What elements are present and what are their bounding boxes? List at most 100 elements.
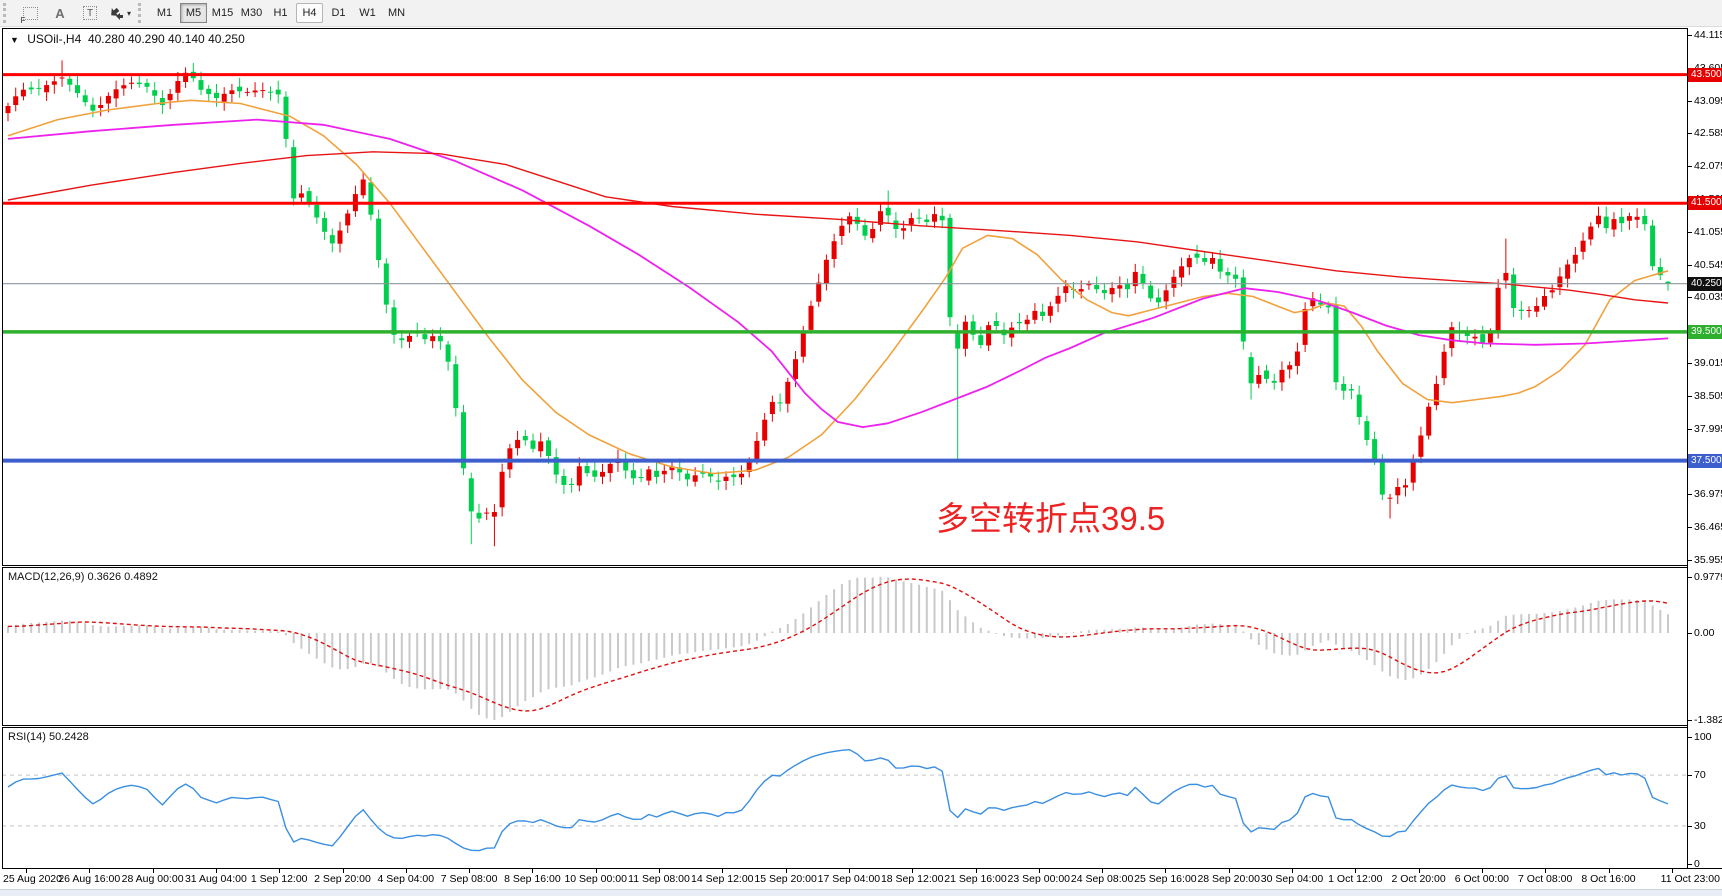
macd-histogram-bar <box>902 581 905 633</box>
candle-body <box>646 469 652 481</box>
macd-histogram-bar <box>493 633 496 720</box>
ma-slow-line <box>7 151 1669 304</box>
candle-body <box>1125 283 1130 290</box>
macd-histogram-bar <box>1003 633 1005 636</box>
macd-histogram-bar <box>979 627 982 633</box>
candle-body <box>1387 497 1393 499</box>
time-tick-mark <box>89 869 91 873</box>
candle-body <box>1140 273 1146 284</box>
candle-body <box>785 381 791 404</box>
time-axis[interactable]: 25 Aug 2020 26 Aug 16:00 28 Aug 00:00 31 Au… <box>2 869 1720 888</box>
time-tick-mark <box>26 869 27 873</box>
macd-histogram-bar <box>200 627 202 633</box>
text-box-icon[interactable]: T <box>78 2 102 24</box>
timeframe-m1[interactable]: M1 <box>151 3 178 23</box>
price-tick-label: 36.975 <box>1694 488 1722 501</box>
macd-histogram-bar <box>887 577 890 633</box>
candle-body <box>1078 289 1084 292</box>
candle-body <box>592 470 598 477</box>
main-price-chart[interactable] <box>2 29 1687 565</box>
rsi-indicator-chart[interactable] <box>2 728 1687 868</box>
symbol-dropdown-icon[interactable]: ▼ <box>10 35 19 45</box>
macd-histogram-bar <box>439 633 442 689</box>
time-label: 25 Aug 2020 <box>3 873 62 885</box>
macd-histogram-bar <box>1118 628 1121 633</box>
macd-histogram-bar <box>138 625 141 633</box>
macd-histogram-bar <box>516 633 519 707</box>
macd-histogram-bar <box>647 633 650 662</box>
chart-annotation-text[interactable]: 多空转折点39.5 <box>936 500 1166 537</box>
macd-histogram-bar <box>755 633 758 641</box>
toolbar-group-handle[interactable] <box>138 3 144 23</box>
candle-body <box>1364 421 1370 440</box>
macd-histogram-bar <box>956 610 959 633</box>
macd-histogram-bar <box>1026 633 1029 639</box>
macd-histogram-bar <box>1165 629 1168 633</box>
time-tick-mark <box>342 869 344 873</box>
candle-body <box>1341 383 1347 391</box>
dropdown-caret-icon[interactable]: ▾ <box>126 8 131 18</box>
text-label-icon[interactable]: A <box>48 2 72 24</box>
macd-histogram-bar <box>207 628 210 633</box>
rsi-tick-label: 30 <box>1694 819 1706 832</box>
candle-body <box>5 106 11 114</box>
time-label: 7 Sep 08:00 <box>440 873 498 885</box>
macd-histogram-bar <box>53 621 56 633</box>
macd-histogram-bar <box>45 621 48 633</box>
timeframe-d1[interactable]: D1 <box>325 3 352 23</box>
time-tick-mark <box>912 869 914 873</box>
candle-body <box>252 90 258 93</box>
toolbar-drag-handle[interactable] <box>3 3 9 23</box>
crosshair-grid-icon[interactable]: F <box>18 2 42 25</box>
ma-fast-line <box>7 99 1669 475</box>
macd-histogram-bar <box>462 633 465 701</box>
chart-title-row: ▼ USOil-,H4 40.280 40.290 40.140 40.250 <box>10 32 245 46</box>
macd-histogram-bar <box>663 633 666 658</box>
macd-histogram-bar <box>578 633 581 683</box>
candle-body <box>113 89 119 99</box>
candle-body <box>1565 264 1571 279</box>
timeframe-w1[interactable]: W1 <box>354 3 381 23</box>
macd-histogram-bar <box>1574 607 1577 633</box>
panel-separator-macd-rsi[interactable] <box>2 725 1722 728</box>
candle-body <box>777 402 783 404</box>
timeframe-h4[interactable]: H4 <box>296 3 323 23</box>
macd-histogram-bar <box>833 589 836 633</box>
macd-histogram-bar <box>153 626 156 633</box>
candle-body <box>1094 285 1100 290</box>
macd-indicator-chart[interactable] <box>2 568 1687 725</box>
shapes-icon[interactable]: ▾ <box>108 2 132 24</box>
panel-separator-main-macd[interactable] <box>2 565 1722 568</box>
time-label: 1 Oct 12:00 <box>1328 873 1383 885</box>
macd-histogram-bar <box>1049 633 1052 638</box>
candle-body <box>1580 240 1586 252</box>
candle-body <box>901 228 907 231</box>
price-badge-40.250: 40.250 <box>1688 276 1722 291</box>
macd-histogram-bar <box>910 583 913 633</box>
timeframe-m5[interactable]: M5 <box>180 3 207 23</box>
macd-histogram-bar <box>230 630 233 633</box>
candle-body <box>1433 383 1439 406</box>
price-axis[interactable]: 44.11543.60543.09542.58542.07541.56541.0… <box>1687 28 1722 870</box>
macd-histogram-bar <box>393 633 395 679</box>
macd-tick-label: 0.00 <box>1694 627 1715 639</box>
macd-tick-mark <box>1688 577 1692 578</box>
macd-histogram-bar <box>763 633 766 637</box>
timeframe-m15[interactable]: M15 <box>209 3 236 23</box>
timeframe-h1[interactable]: H1 <box>267 3 294 23</box>
candle-body <box>530 440 536 449</box>
candle-body <box>105 95 111 104</box>
timeframe-mn[interactable]: MN <box>383 3 410 23</box>
macd-histogram-bar <box>223 629 226 633</box>
macd-tick-mark <box>1688 720 1692 721</box>
chart-window-border-left <box>2 28 3 869</box>
macd-histogram-bar <box>949 600 951 633</box>
candle-body <box>221 93 227 102</box>
candle-body <box>692 475 698 482</box>
candle-body <box>970 321 976 335</box>
price-tick-mark <box>1688 166 1692 168</box>
macd-histogram-bar <box>331 633 334 668</box>
timeframe-m30[interactable]: M30 <box>238 3 265 23</box>
candle-body <box>1542 296 1547 307</box>
candle-body <box>908 218 914 225</box>
